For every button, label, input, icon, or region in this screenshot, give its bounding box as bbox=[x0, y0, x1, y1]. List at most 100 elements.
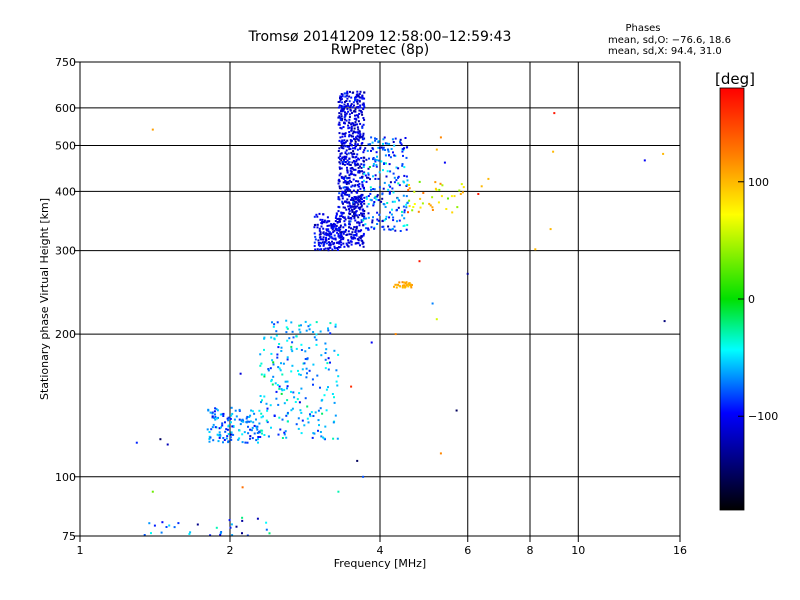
data-point bbox=[277, 366, 280, 369]
data-point bbox=[346, 171, 349, 174]
data-point bbox=[365, 158, 368, 161]
data-point bbox=[373, 188, 376, 191]
x-tick-label: 16 bbox=[673, 544, 687, 557]
data-point bbox=[360, 163, 363, 166]
data-point bbox=[357, 166, 360, 169]
data-point bbox=[350, 243, 353, 246]
data-point bbox=[290, 370, 293, 373]
data-point bbox=[238, 418, 241, 421]
data-point bbox=[397, 167, 400, 170]
data-point bbox=[357, 128, 360, 131]
data-point bbox=[341, 140, 344, 143]
data-point bbox=[278, 387, 281, 390]
data-point bbox=[354, 162, 356, 165]
data-point bbox=[361, 103, 364, 106]
data-point bbox=[220, 426, 222, 429]
data-point bbox=[243, 431, 246, 434]
data-point bbox=[343, 216, 346, 219]
data-point bbox=[372, 202, 375, 205]
data-point bbox=[371, 147, 374, 150]
data-point bbox=[403, 166, 406, 169]
data-point bbox=[361, 113, 364, 116]
data-point bbox=[320, 399, 323, 402]
data-point bbox=[223, 439, 226, 441]
data-point bbox=[249, 420, 252, 423]
data-point bbox=[363, 172, 366, 175]
data-point bbox=[327, 247, 330, 250]
data-point bbox=[359, 165, 361, 168]
data-point bbox=[348, 176, 351, 179]
data-point bbox=[219, 434, 222, 437]
data-point bbox=[354, 212, 357, 215]
data-point bbox=[307, 421, 310, 424]
data-point bbox=[359, 122, 362, 125]
data-point bbox=[350, 103, 353, 106]
data-point bbox=[320, 222, 323, 224]
data-point bbox=[346, 163, 349, 165]
data-point bbox=[303, 424, 306, 427]
data-point bbox=[355, 210, 358, 213]
data-point bbox=[241, 420, 244, 423]
data-point bbox=[348, 213, 351, 215]
data-point bbox=[354, 140, 357, 143]
data-point bbox=[281, 389, 284, 392]
data-point bbox=[369, 178, 371, 181]
data-point bbox=[407, 285, 410, 288]
data-point bbox=[378, 171, 381, 174]
data-point bbox=[259, 395, 262, 397]
data-point bbox=[370, 199, 373, 202]
data-point bbox=[350, 217, 353, 220]
data-point bbox=[331, 223, 334, 226]
data-point bbox=[363, 200, 365, 202]
data-point bbox=[286, 387, 288, 390]
data-point bbox=[334, 323, 337, 326]
data-point bbox=[351, 132, 354, 135]
data-point bbox=[365, 227, 368, 230]
data-point bbox=[363, 215, 366, 218]
data-point bbox=[340, 159, 343, 162]
data-point bbox=[340, 152, 343, 155]
data-point bbox=[360, 239, 363, 242]
data-point bbox=[367, 167, 370, 170]
data-point bbox=[363, 189, 366, 192]
data-point bbox=[377, 219, 380, 222]
data-point bbox=[354, 121, 357, 124]
data-point bbox=[344, 145, 347, 148]
data-point bbox=[359, 133, 362, 136]
data-point bbox=[359, 106, 362, 109]
data-point bbox=[350, 104, 352, 107]
data-point bbox=[437, 201, 440, 204]
data-point bbox=[339, 231, 342, 234]
data-point bbox=[357, 221, 360, 224]
data-point bbox=[376, 195, 379, 198]
data-point bbox=[367, 143, 370, 146]
colorbar-ticks: 100 0 −100 bbox=[738, 176, 778, 423]
data-point bbox=[383, 219, 386, 222]
data-point bbox=[394, 283, 397, 286]
y-tick-label: 100 bbox=[55, 471, 76, 484]
data-point bbox=[453, 195, 456, 198]
data-point bbox=[366, 176, 368, 179]
data-point bbox=[362, 219, 365, 222]
data-point bbox=[351, 184, 354, 187]
data-point bbox=[396, 283, 399, 286]
data-point bbox=[377, 177, 380, 180]
data-point bbox=[334, 237, 337, 240]
data-point bbox=[352, 101, 355, 104]
data-point bbox=[272, 375, 275, 378]
data-point bbox=[341, 110, 344, 113]
data-point bbox=[310, 411, 313, 414]
data-point bbox=[369, 198, 372, 201]
data-point bbox=[265, 528, 268, 531]
data-point bbox=[265, 419, 268, 422]
data-point bbox=[322, 231, 325, 234]
data-point bbox=[337, 375, 340, 378]
data-point bbox=[332, 231, 335, 234]
data-point bbox=[456, 206, 459, 209]
data-point bbox=[410, 286, 413, 289]
stats-o-mode: mean, sd,O: −76.6, 18.6 bbox=[608, 35, 731, 46]
data-point bbox=[419, 197, 422, 200]
data-point bbox=[270, 380, 273, 383]
data-point bbox=[249, 414, 252, 417]
data-point bbox=[347, 104, 350, 107]
